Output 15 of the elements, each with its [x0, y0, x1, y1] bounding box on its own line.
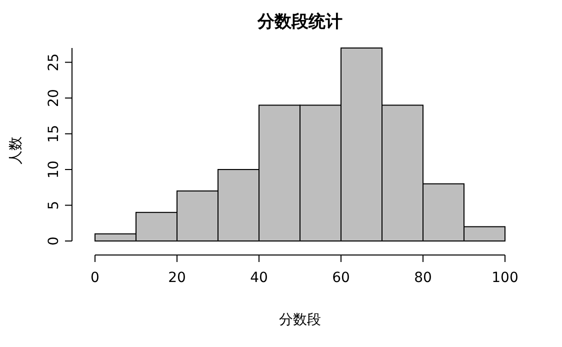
- x-axis-title: 分数段: [279, 312, 321, 328]
- x-tick-label: 0: [90, 270, 100, 286]
- y-tick-label: 5: [46, 200, 62, 210]
- y-axis-title: 人数: [8, 136, 24, 164]
- chart-title: 分数段统计: [256, 12, 342, 32]
- y-tick-label: 10: [46, 160, 62, 178]
- x-tick-label: 60: [332, 270, 350, 286]
- x-tick-label: 20: [168, 270, 186, 286]
- y-tick-label: 0: [46, 236, 62, 246]
- y-tick-label: 20: [46, 89, 62, 107]
- x-tick-label: 40: [250, 270, 268, 286]
- y-tick-label: 15: [46, 124, 62, 143]
- y-tick-label: 25: [46, 53, 62, 72]
- x-tick-label: 80: [414, 270, 432, 286]
- x-tick-label: 100: [492, 270, 518, 286]
